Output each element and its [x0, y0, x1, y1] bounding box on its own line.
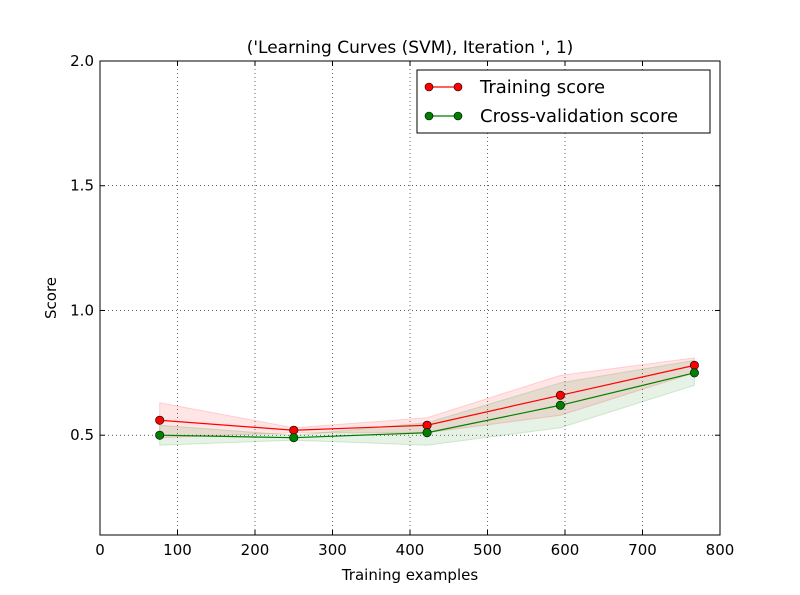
data-point-1 [289, 433, 299, 443]
data-point-1 [155, 430, 165, 440]
y-axis-label: Score [42, 277, 60, 319]
y-tick-label: 0.5 [70, 426, 94, 444]
y-tick-label: 1.0 [70, 301, 94, 319]
x-tick-label: 0 [95, 541, 105, 559]
grid-lines [100, 61, 720, 535]
data-point-0 [289, 425, 299, 435]
data-point-1 [422, 428, 432, 438]
data-point-0 [422, 420, 432, 430]
y-axis-ticks: 0.5 1.0 1.5 2.0 [70, 52, 720, 444]
y-tick-label: 1.5 [70, 177, 94, 195]
x-tick-label: 700 [628, 541, 657, 559]
chart-title: ('Learning Curves (SVM), Iteration ', 1) [247, 38, 574, 58]
legend-box [416, 69, 711, 134]
x-tick-label: 500 [473, 541, 502, 559]
data-point-0 [689, 360, 699, 370]
legend-label-training: Training score [479, 77, 605, 98]
x-axis-ticks: 0 100 200 300 400 500 600 700 800 [95, 61, 734, 559]
x-tick-label: 600 [551, 541, 580, 559]
series-points [155, 360, 699, 443]
legend-label-cv: Cross-validation score [480, 106, 678, 127]
legend-marker-training-left [424, 82, 434, 92]
y-tick-label: 2.0 [70, 52, 94, 70]
x-tick-label: 800 [706, 541, 735, 559]
x-axis-label: Training examples [341, 566, 479, 584]
legend: Training score Cross-validation score [416, 69, 711, 134]
x-tick-label: 300 [318, 541, 347, 559]
data-point-1 [689, 368, 699, 378]
legend-marker-cv-left [424, 111, 434, 121]
data-point-0 [555, 390, 565, 400]
data-point-1 [555, 400, 565, 410]
x-tick-label: 400 [396, 541, 425, 559]
legend-marker-training-right [453, 82, 463, 92]
x-tick-label: 200 [241, 541, 270, 559]
legend-marker-cv-right [453, 111, 463, 121]
x-tick-label: 100 [163, 541, 192, 559]
data-point-0 [155, 415, 165, 425]
